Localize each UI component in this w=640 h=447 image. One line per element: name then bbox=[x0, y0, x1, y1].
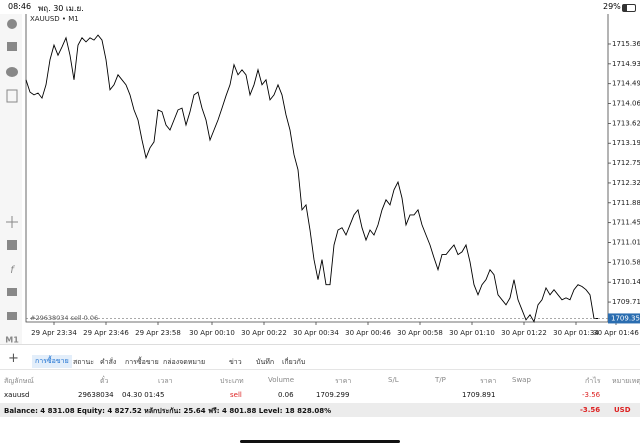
x-tick-label: 29 Apr 23:58 bbox=[135, 329, 181, 337]
y-tick-label: 1711.015 bbox=[612, 239, 640, 247]
column-header: กำไร bbox=[585, 377, 601, 385]
x-tick-label: 30 Apr 01:34 bbox=[553, 329, 599, 337]
timeframe[interactable]: M1 bbox=[5, 336, 19, 345]
icon-trade[interactable] bbox=[7, 42, 17, 51]
y-tick-label: 1711.450 bbox=[612, 219, 640, 227]
tab[interactable]: กล่องจดหมาย bbox=[163, 358, 206, 366]
cell: -3.56 bbox=[582, 391, 601, 399]
x-tick-label: 30 Apr 00:22 bbox=[241, 329, 287, 337]
y-tick-label: 1711.885 bbox=[612, 199, 640, 207]
y-tick-label: 1710.580 bbox=[612, 258, 640, 266]
column-header: ตั๋ว bbox=[100, 377, 109, 385]
column-header: ราคา bbox=[335, 377, 352, 385]
y-tick-label: 1715.365 bbox=[612, 40, 640, 48]
cell: 29638034 bbox=[78, 391, 114, 399]
battery-icon bbox=[622, 4, 636, 12]
icon-crosshair[interactable] bbox=[6, 216, 18, 228]
column-header: ประเภท bbox=[220, 377, 244, 385]
total-profit: -3.56 bbox=[580, 406, 601, 414]
icon-indicator[interactable]: f bbox=[10, 265, 15, 276]
y-tick-label: 1710.145 bbox=[612, 278, 640, 286]
y-tick-label: 1714.930 bbox=[612, 60, 640, 68]
column-header: ราคา bbox=[480, 377, 497, 385]
cell: 1709.299 bbox=[316, 391, 350, 399]
icon-new[interactable] bbox=[6, 89, 18, 103]
price-box bbox=[608, 313, 640, 324]
column-header: Volume bbox=[268, 376, 295, 384]
chart-title: XAUUSD • M1 bbox=[30, 15, 79, 23]
status-time: 08:46 bbox=[8, 2, 32, 11]
cell: 04.30 01:45 bbox=[122, 391, 165, 399]
add-button[interactable]: + bbox=[8, 351, 19, 366]
x-tick-label: 29 Apr 23:46 bbox=[83, 329, 129, 337]
order-label: #29638034 sell 0.06 bbox=[30, 314, 98, 322]
column-header: สัญลักษณ์ bbox=[4, 377, 34, 385]
tab[interactable]: การซื้อขาย bbox=[125, 358, 159, 366]
y-tick-label: 1709.710 bbox=[612, 298, 640, 306]
y-tick-label: 1713.190 bbox=[612, 139, 640, 147]
y-tick-label: 1714.060 bbox=[612, 100, 640, 108]
divider bbox=[0, 344, 640, 345]
tab[interactable]: การซื้อขาย bbox=[32, 355, 72, 368]
currency: USD bbox=[614, 406, 631, 414]
cell: 1709.891 bbox=[462, 391, 496, 399]
tab[interactable]: คำสั่ง bbox=[100, 358, 117, 366]
tab[interactable]: เกี่ยวกับ bbox=[282, 358, 306, 366]
column-header: T/P bbox=[435, 376, 446, 384]
y-tick-label: 1713.625 bbox=[612, 119, 640, 127]
x-tick-label: 29 Apr 23:34 bbox=[31, 329, 77, 337]
tab[interactable]: ข่าว bbox=[229, 358, 242, 366]
x-tick-label: 30 Apr 01:22 bbox=[501, 329, 547, 337]
tab[interactable]: สถานะ bbox=[73, 358, 94, 366]
icon-templates[interactable] bbox=[7, 312, 17, 320]
tab[interactable]: บันทึก bbox=[256, 358, 275, 366]
home-indicator bbox=[240, 440, 400, 443]
account-summary: Balance: 4 831.08 Equity: 4 827.52 หลักป… bbox=[4, 407, 332, 415]
status-date: พฤ. 30 เม.ย. bbox=[38, 4, 84, 13]
y-tick-label: 1712.320 bbox=[612, 179, 640, 187]
icon-chat[interactable] bbox=[6, 67, 18, 77]
x-tick-label: 30 Apr 00:58 bbox=[397, 329, 443, 337]
x-tick-label: 30 Apr 00:46 bbox=[345, 329, 391, 337]
x-tick-label: 30 Apr 00:34 bbox=[293, 329, 339, 337]
cell: sell bbox=[230, 391, 242, 399]
icon-objects[interactable] bbox=[7, 288, 17, 296]
divider bbox=[0, 369, 640, 370]
icon-candles[interactable] bbox=[7, 240, 17, 250]
chart: f M1 XAUUSD • M1 #29638034 sell 0.06 171… bbox=[5, 14, 640, 345]
column-header: Swap bbox=[512, 376, 531, 384]
y-tick-label: 1712.755 bbox=[612, 159, 640, 167]
axes bbox=[25, 14, 609, 323]
footer bbox=[0, 403, 640, 417]
column-header: เวลา bbox=[158, 377, 173, 385]
cell: 0.06 bbox=[278, 391, 294, 399]
battery: 29% bbox=[603, 2, 621, 11]
cell: xauusd bbox=[4, 391, 30, 399]
x-tick-label: 30 Apr 00:10 bbox=[189, 329, 235, 337]
y-tick-label: 1714.495 bbox=[612, 80, 640, 88]
column-header: S/L bbox=[388, 376, 399, 384]
x-tick-label: 30 Apr 01:10 bbox=[449, 329, 495, 337]
x-tick-label: 30 Apr 01:46 bbox=[593, 329, 639, 337]
price-box-label: 1709.351 bbox=[611, 314, 640, 322]
column-header: หมายเหตุ bbox=[612, 377, 640, 385]
price-line bbox=[25, 34, 598, 323]
icon-account[interactable] bbox=[7, 19, 17, 29]
